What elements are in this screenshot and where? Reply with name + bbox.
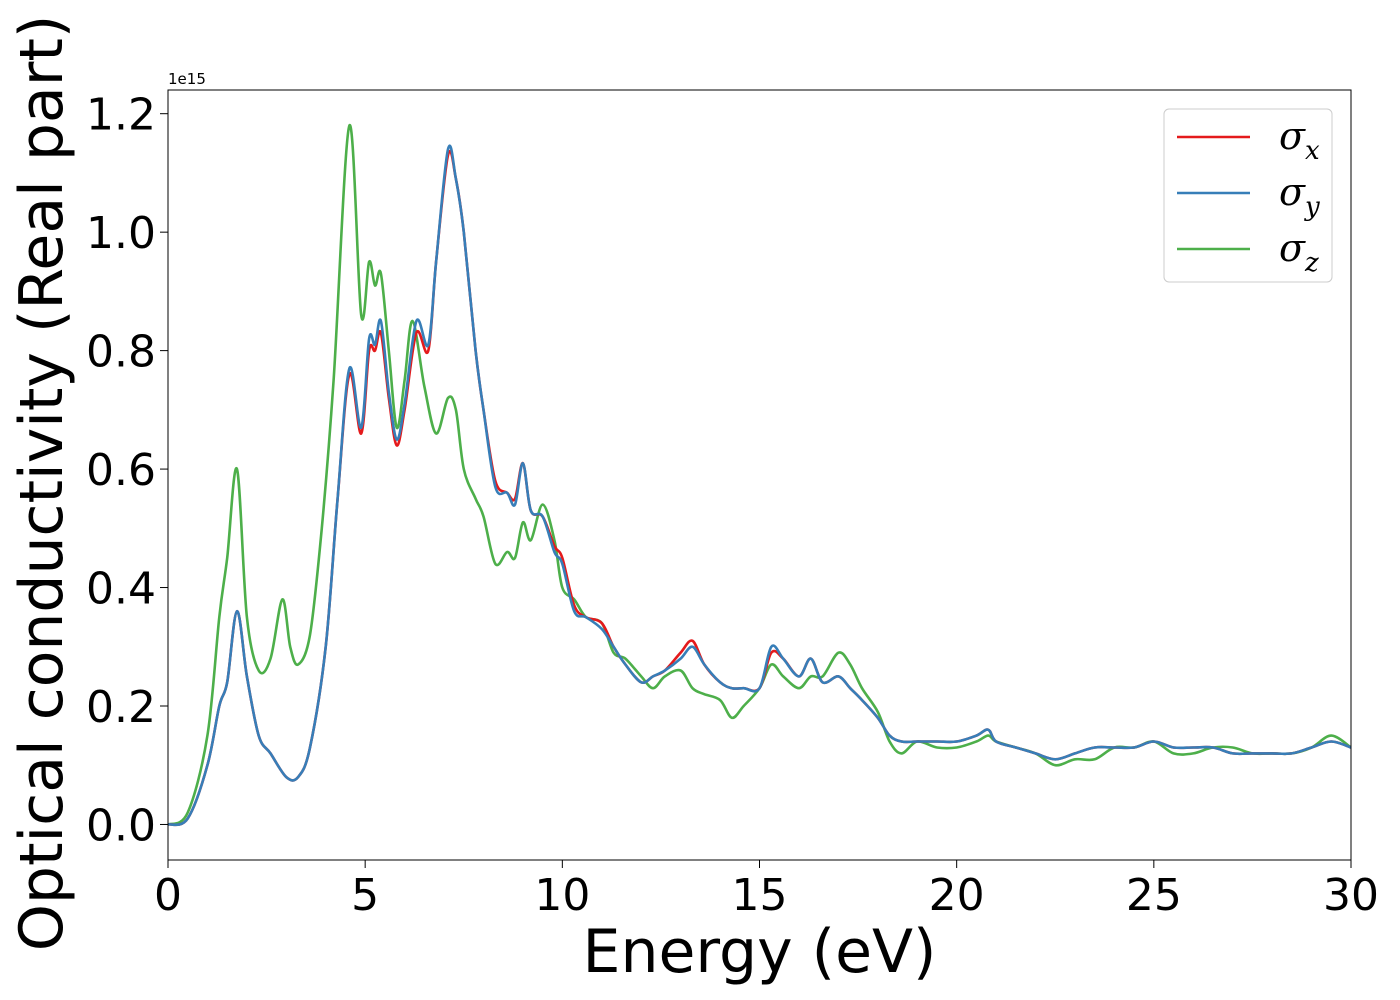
x-tick-label: 30 bbox=[1323, 870, 1379, 921]
series-line-y bbox=[168, 144, 1351, 827]
legend-label-z: σz bbox=[1279, 226, 1319, 278]
y-tick-label: 0.2 bbox=[86, 682, 156, 733]
y-tick-label: 1.0 bbox=[86, 208, 156, 259]
legend-label-x: σx bbox=[1279, 114, 1320, 166]
legend-symbol: σ bbox=[1279, 114, 1306, 158]
y-tick-label: 0.6 bbox=[86, 445, 156, 496]
legend-subscript: x bbox=[1305, 136, 1320, 166]
y-tick-label: 0.4 bbox=[86, 564, 156, 615]
y-tick-label: 1.2 bbox=[86, 90, 156, 141]
x-axis-label: Energy (eV) bbox=[583, 917, 937, 987]
x-tick-label: 5 bbox=[351, 870, 379, 921]
legend-box bbox=[1163, 108, 1333, 283]
legend-symbol: σ bbox=[1279, 170, 1306, 214]
y-axis-ticks: 0.0 0.2 0.4 0.6 0.8 1.0 1.2 bbox=[86, 90, 168, 851]
y-tick-label: 0.0 bbox=[86, 800, 156, 851]
legend-label-y: σy bbox=[1279, 170, 1320, 222]
y-offset-label: 1e15 bbox=[168, 70, 206, 88]
legend-subscript: y bbox=[1304, 192, 1320, 222]
x-tick-label: 20 bbox=[929, 870, 985, 921]
plot-lines bbox=[168, 124, 1351, 827]
x-tick-label: 25 bbox=[1126, 870, 1182, 921]
x-tick-label: 0 bbox=[154, 870, 182, 921]
x-tick-label: 10 bbox=[534, 870, 590, 921]
y-tick-label: 0.8 bbox=[86, 327, 156, 378]
series-line-z bbox=[168, 124, 1351, 826]
legend-symbol: σ bbox=[1279, 226, 1306, 270]
x-tick-label: 15 bbox=[732, 870, 788, 921]
legend-subscript: z bbox=[1304, 248, 1319, 278]
y-axis-label: Optical conductivity (Real part) bbox=[7, 15, 77, 952]
x-axis-ticks: 0 5 10 15 20 25 30 bbox=[154, 860, 1379, 921]
